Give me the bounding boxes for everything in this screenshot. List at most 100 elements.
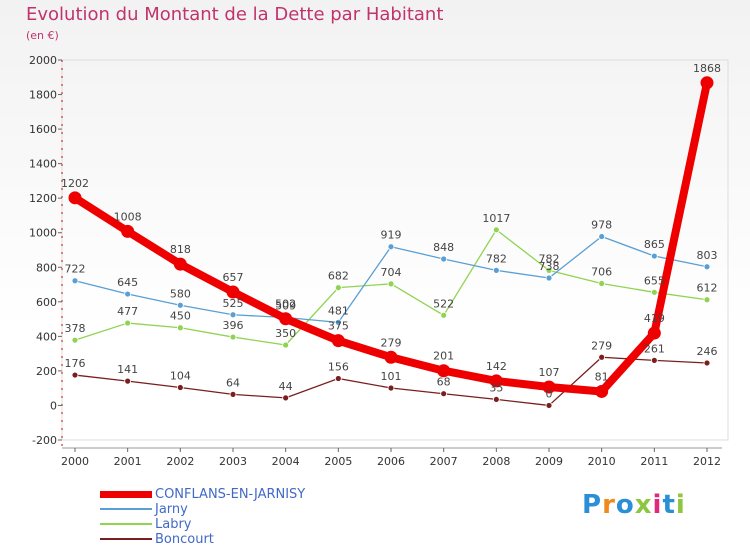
legend-label: Jarny: [155, 501, 188, 517]
data-point: [226, 285, 240, 299]
data-label: 704: [381, 266, 402, 279]
data-point: [68, 191, 82, 205]
data-label: 176: [65, 357, 86, 370]
x-tick-label: 2002: [166, 455, 194, 468]
data-label: 782: [539, 252, 560, 265]
chart-subtitle: (en €): [26, 29, 59, 42]
data-point: [71, 277, 79, 285]
data-label: 655: [644, 274, 665, 287]
data-point: [334, 284, 342, 292]
data-label: 580: [170, 287, 191, 300]
data-point: [331, 334, 345, 348]
y-tick-label: 1600: [29, 123, 57, 136]
data-point: [387, 384, 395, 392]
x-tick-label: 2008: [482, 455, 510, 468]
data-point: [492, 226, 500, 234]
data-label: 738: [539, 260, 560, 273]
x-tick-label: 2010: [588, 455, 616, 468]
legend-label: CONFLANS-EN-JARNISY: [155, 486, 306, 502]
data-point: [440, 390, 448, 398]
y-tick-label: 0: [50, 399, 57, 412]
chart-title: Evolution du Montant de la Dette par Hab…: [26, 4, 444, 25]
data-point: [282, 341, 290, 349]
x-tick-label: 2006: [377, 455, 405, 468]
y-tick-label: 1200: [29, 192, 57, 205]
legend-swatch: [100, 523, 152, 525]
data-label: 848: [433, 241, 454, 254]
data-point: [545, 402, 553, 409]
data-point: [176, 301, 184, 309]
data-point: [598, 353, 606, 361]
data-point: [71, 336, 79, 344]
data-point: [700, 76, 714, 90]
data-point: [703, 296, 711, 304]
data-point: [598, 280, 606, 287]
data-label: 818: [170, 243, 191, 256]
data-label: 706: [591, 266, 612, 279]
data-point: [334, 375, 342, 382]
data-point: [650, 356, 658, 364]
data-point: [387, 243, 395, 251]
data-point: [384, 350, 398, 364]
data-point: [121, 224, 135, 238]
legend-label: Boncourt: [155, 531, 214, 547]
data-point: [229, 333, 237, 341]
data-point: [229, 311, 237, 319]
legend-item: Boncourt: [100, 531, 214, 547]
data-label: 481: [328, 304, 349, 317]
legend-item: Labry: [100, 516, 192, 532]
data-label: 396: [223, 319, 244, 332]
data-label: 246: [697, 345, 718, 358]
data-point: [124, 319, 132, 327]
data-label: 201: [433, 350, 454, 363]
data-point: [440, 255, 448, 263]
data-point: [71, 371, 79, 379]
data-point: [489, 374, 503, 388]
x-tick-label: 2001: [114, 455, 142, 468]
data-label: 261: [644, 342, 665, 355]
data-label: 782: [486, 252, 507, 265]
data-label: 450: [170, 310, 191, 323]
data-label: 1868: [693, 62, 721, 75]
data-point: [703, 359, 711, 367]
y-tick-label: 2000: [29, 54, 57, 67]
y-tick-label: 800: [36, 261, 57, 274]
data-label: 68: [437, 376, 451, 389]
x-tick-label: 2004: [272, 455, 300, 468]
data-label: 64: [226, 376, 240, 389]
data-label: 44: [279, 380, 293, 393]
plot-area: [61, 59, 729, 441]
data-label: 722: [65, 263, 86, 276]
y-tick-label: 600: [36, 296, 57, 309]
data-label: 81: [595, 370, 609, 383]
data-label: 477: [117, 305, 138, 318]
data-point: [647, 326, 661, 340]
legend-label: Labry: [155, 516, 192, 532]
data-point: [650, 252, 658, 260]
x-tick-label: 2000: [61, 455, 89, 468]
y-tick-label: -200: [32, 434, 57, 447]
data-point: [279, 312, 293, 326]
y-tick-label: 1400: [29, 158, 57, 171]
data-label: 502: [275, 298, 296, 311]
legend-swatch: [100, 508, 152, 510]
y-tick-label: 1000: [29, 227, 57, 240]
data-point: [650, 288, 658, 296]
data-point: [282, 394, 290, 402]
data-label: 350: [275, 327, 296, 340]
data-label: 107: [539, 366, 560, 379]
x-tick-label: 2012: [693, 455, 721, 468]
data-label: 1008: [114, 210, 142, 223]
data-label: 645: [117, 276, 138, 289]
data-point: [334, 318, 342, 326]
data-label: 375: [328, 320, 349, 333]
x-tick-label: 2009: [535, 455, 563, 468]
data-label: 156: [328, 361, 349, 374]
data-label: 1202: [61, 177, 89, 190]
data-label: 682: [328, 270, 349, 283]
x-tick-label: 2007: [430, 455, 458, 468]
legend-swatch: [100, 490, 152, 498]
data-point: [176, 384, 184, 391]
data-point: [173, 257, 187, 271]
data-label: 279: [591, 339, 612, 352]
